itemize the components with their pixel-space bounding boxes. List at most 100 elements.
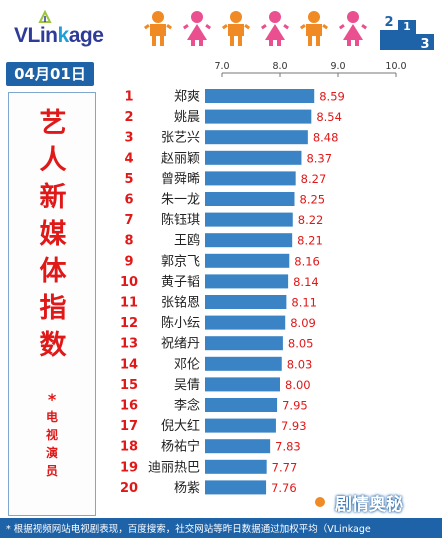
bar (205, 89, 315, 103)
svg-text:2: 2 (384, 16, 393, 30)
bar (205, 109, 312, 124)
rank-label: 6 (124, 193, 133, 208)
rank-label: 16 (120, 399, 138, 414)
title-char: 指 (39, 293, 67, 324)
category-label: 祝绪丹 (161, 337, 200, 352)
category-label: 杨祐宁 (161, 439, 200, 455)
rank-label: 15 (120, 378, 138, 393)
rank-label: 11 (120, 296, 138, 311)
value-label: 8.05 (288, 337, 314, 351)
person-figure-icon (182, 11, 212, 46)
title-panel (8, 92, 96, 516)
value-label: 8.59 (319, 90, 345, 104)
bar (205, 150, 302, 165)
value-label: 8.48 (313, 131, 339, 145)
bar (205, 315, 286, 330)
title-char: 数 (39, 330, 67, 361)
rank-label: 17 (120, 419, 138, 434)
title-char: 体 (39, 256, 67, 287)
category-label: 黄子韬 (161, 275, 200, 290)
value-label: 8.21 (297, 234, 323, 248)
footnote: * 根据视频网站电视剧表现，百度搜索，社交网站等昨日数据通过加权平均（VLink… (6, 524, 371, 535)
x-tick-label: 10.0 (385, 61, 406, 72)
people-figures-icon (143, 11, 368, 46)
value-label: 8.25 (300, 193, 326, 207)
rank-label: 9 (124, 254, 133, 269)
svg-text:1: 1 (403, 20, 411, 33)
watermark-logo-icon (307, 489, 333, 515)
category-label: 张艺兴 (161, 131, 200, 146)
subtitle-char: 电 (45, 410, 58, 424)
value-label: 8.22 (298, 213, 324, 227)
category-label: 倪大红 (161, 418, 200, 434)
value-label: 8.14 (293, 275, 319, 289)
title-char: 艺 (39, 108, 67, 139)
category-label: 吴倩 (174, 378, 200, 393)
bar-chart: 7.0 8.0 9.0 10.0 1 郑爽 8.59 2 姚晨 8.54 3 张艺兴 8.48 4 赵丽颖 8… (120, 61, 407, 496)
bar (205, 439, 271, 454)
category-label: 朱一龙 (161, 193, 200, 208)
person-figure-icon (260, 11, 290, 46)
value-label: 8.00 (285, 378, 311, 392)
value-label: 7.93 (281, 419, 307, 433)
bar (205, 356, 282, 371)
value-label: 8.16 (294, 254, 320, 268)
bar (205, 130, 308, 145)
category-label: 陈钰琪 (161, 212, 200, 228)
rank-label: 19 (120, 460, 138, 475)
value-label: 8.11 (291, 296, 317, 310)
value-label: 8.09 (290, 316, 316, 330)
footer-bar (0, 518, 442, 538)
rank-label: 10 (120, 275, 138, 290)
podium-icon: 1 2 3 (380, 16, 434, 50)
value-label: 7.83 (275, 440, 301, 454)
bar (205, 253, 290, 268)
category-label: 姚晨 (174, 110, 200, 125)
rank-label: 13 (120, 337, 138, 352)
chart-subtitle: * 电 视 演 员 (43, 392, 61, 480)
logo-leaf-icon (38, 10, 52, 23)
rank-label: 14 (120, 357, 138, 372)
bar (205, 336, 283, 351)
category-label: 邓伦 (174, 357, 200, 372)
rank-label: 7 (124, 213, 133, 228)
category-label: 杨紫 (174, 481, 200, 496)
category-label: 曾舜晞 (161, 172, 200, 187)
person-figure-icon (338, 11, 368, 46)
category-label: 郑爽 (174, 90, 200, 105)
bar (205, 212, 293, 227)
value-label: 8.54 (316, 110, 342, 124)
watermark-text: 剧情奥秘 (335, 495, 403, 515)
person-figure-icon (143, 11, 173, 46)
rank-label: 20 (120, 481, 138, 496)
rank-label: 5 (124, 172, 133, 187)
category-label: 郭京飞 (161, 253, 200, 269)
person-figure-icon (221, 11, 251, 46)
value-label: 8.37 (306, 151, 332, 165)
x-tick-label: 7.0 (214, 61, 229, 72)
value-label: 7.77 (272, 460, 298, 474)
value-label: 7.95 (282, 399, 308, 413)
bar (205, 171, 296, 186)
bar (205, 192, 295, 206)
value-label: 8.03 (287, 357, 313, 371)
bar (205, 295, 287, 309)
category-label: 张铭恩 (161, 296, 200, 311)
bar (205, 274, 289, 289)
category-label: 李念 (174, 398, 200, 414)
bar (205, 398, 278, 412)
title-char: 人 (39, 145, 67, 176)
category-label: 赵丽颖 (161, 151, 200, 166)
star-mark: * (47, 390, 57, 409)
bar (205, 377, 280, 392)
subtitle-char: 演 (45, 446, 58, 460)
rank-label: 18 (120, 440, 138, 455)
value-label: 7.76 (271, 481, 297, 495)
category-label: 王鸥 (174, 233, 200, 249)
bar (205, 480, 267, 495)
rank-label: 1 (124, 90, 133, 105)
svg-text:3: 3 (420, 37, 429, 50)
bar (205, 233, 293, 248)
value-label: 8.27 (301, 172, 327, 186)
person-figure-icon (299, 11, 329, 46)
